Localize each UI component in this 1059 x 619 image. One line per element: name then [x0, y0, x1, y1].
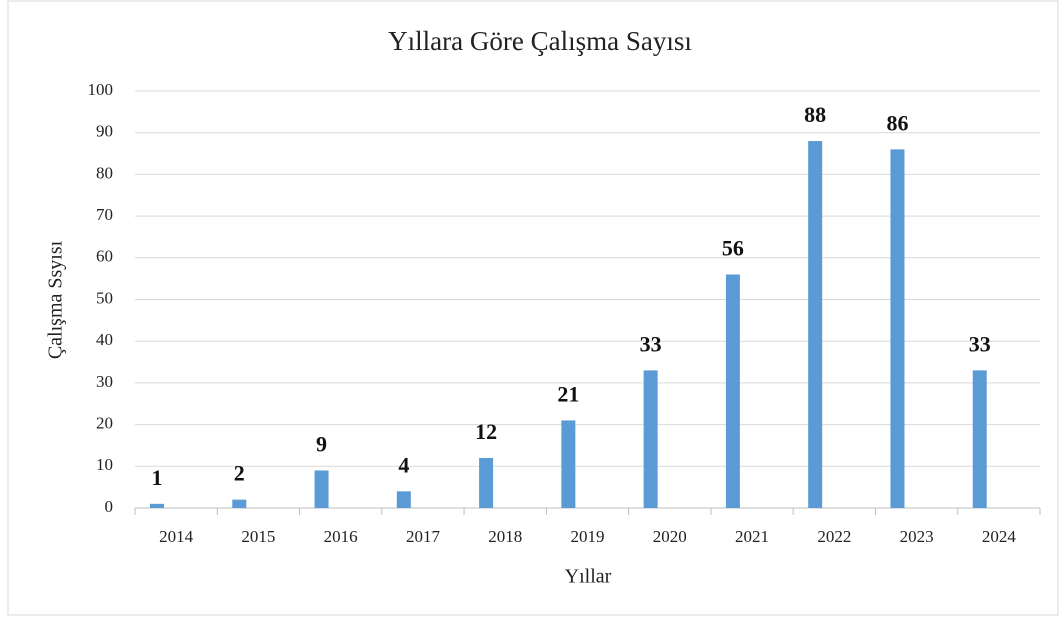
- data-label: 4: [398, 452, 409, 477]
- y-tick-label: 100: [88, 80, 114, 99]
- data-label: 33: [640, 331, 662, 356]
- y-axis-title: Çalışma Ssyısı: [45, 240, 67, 359]
- data-label: 86: [886, 110, 908, 135]
- data-label: 88: [804, 102, 826, 127]
- y-tick-label: 20: [96, 414, 113, 433]
- bar: [808, 141, 823, 509]
- bar: [314, 470, 329, 508]
- data-label: 9: [316, 432, 327, 457]
- data-label: 2: [234, 461, 245, 486]
- bar: [479, 457, 494, 508]
- bar: [725, 274, 740, 508]
- y-tick-label: 80: [96, 163, 113, 182]
- bar: [150, 503, 164, 508]
- x-axis-title: Yıllar: [565, 566, 612, 588]
- bar: [890, 149, 905, 508]
- data-label: 21: [557, 381, 579, 406]
- data-label: 56: [722, 236, 744, 261]
- y-tick-label: 70: [96, 205, 113, 224]
- x-tick-label: 2021: [735, 527, 769, 546]
- x-tick-label: 2022: [817, 527, 851, 546]
- y-tick-label: 30: [96, 372, 113, 391]
- chart-frame: [7, 0, 1059, 616]
- x-tick-label: 2017: [406, 527, 441, 546]
- bar: [396, 491, 411, 508]
- data-label: 12: [475, 419, 497, 444]
- y-tick-label: 0: [105, 497, 114, 516]
- y-tick-label: 40: [96, 330, 113, 349]
- y-tick-label: 10: [96, 455, 113, 474]
- bar: [643, 370, 658, 508]
- x-tick-label: 2020: [653, 527, 687, 546]
- bar: [561, 420, 576, 508]
- x-tick-label: 2018: [488, 527, 522, 546]
- bar: [232, 499, 247, 508]
- x-tick-label: 2014: [159, 527, 194, 546]
- y-tick-label: 50: [96, 288, 113, 307]
- y-tick-label: 90: [96, 122, 113, 141]
- x-tick-label: 2019: [571, 527, 605, 546]
- x-tick-label: 2024: [982, 527, 1017, 546]
- data-label: 1: [152, 465, 163, 490]
- x-tick-label: 2015: [241, 527, 275, 546]
- bar: [972, 370, 987, 508]
- x-tick-label: 2023: [900, 527, 934, 546]
- y-tick-label: 60: [96, 247, 113, 266]
- data-label: 33: [969, 331, 991, 356]
- x-tick-label: 2016: [324, 527, 358, 546]
- chart-title: Yıllara Göre Çalışma Sayısı: [388, 26, 692, 56]
